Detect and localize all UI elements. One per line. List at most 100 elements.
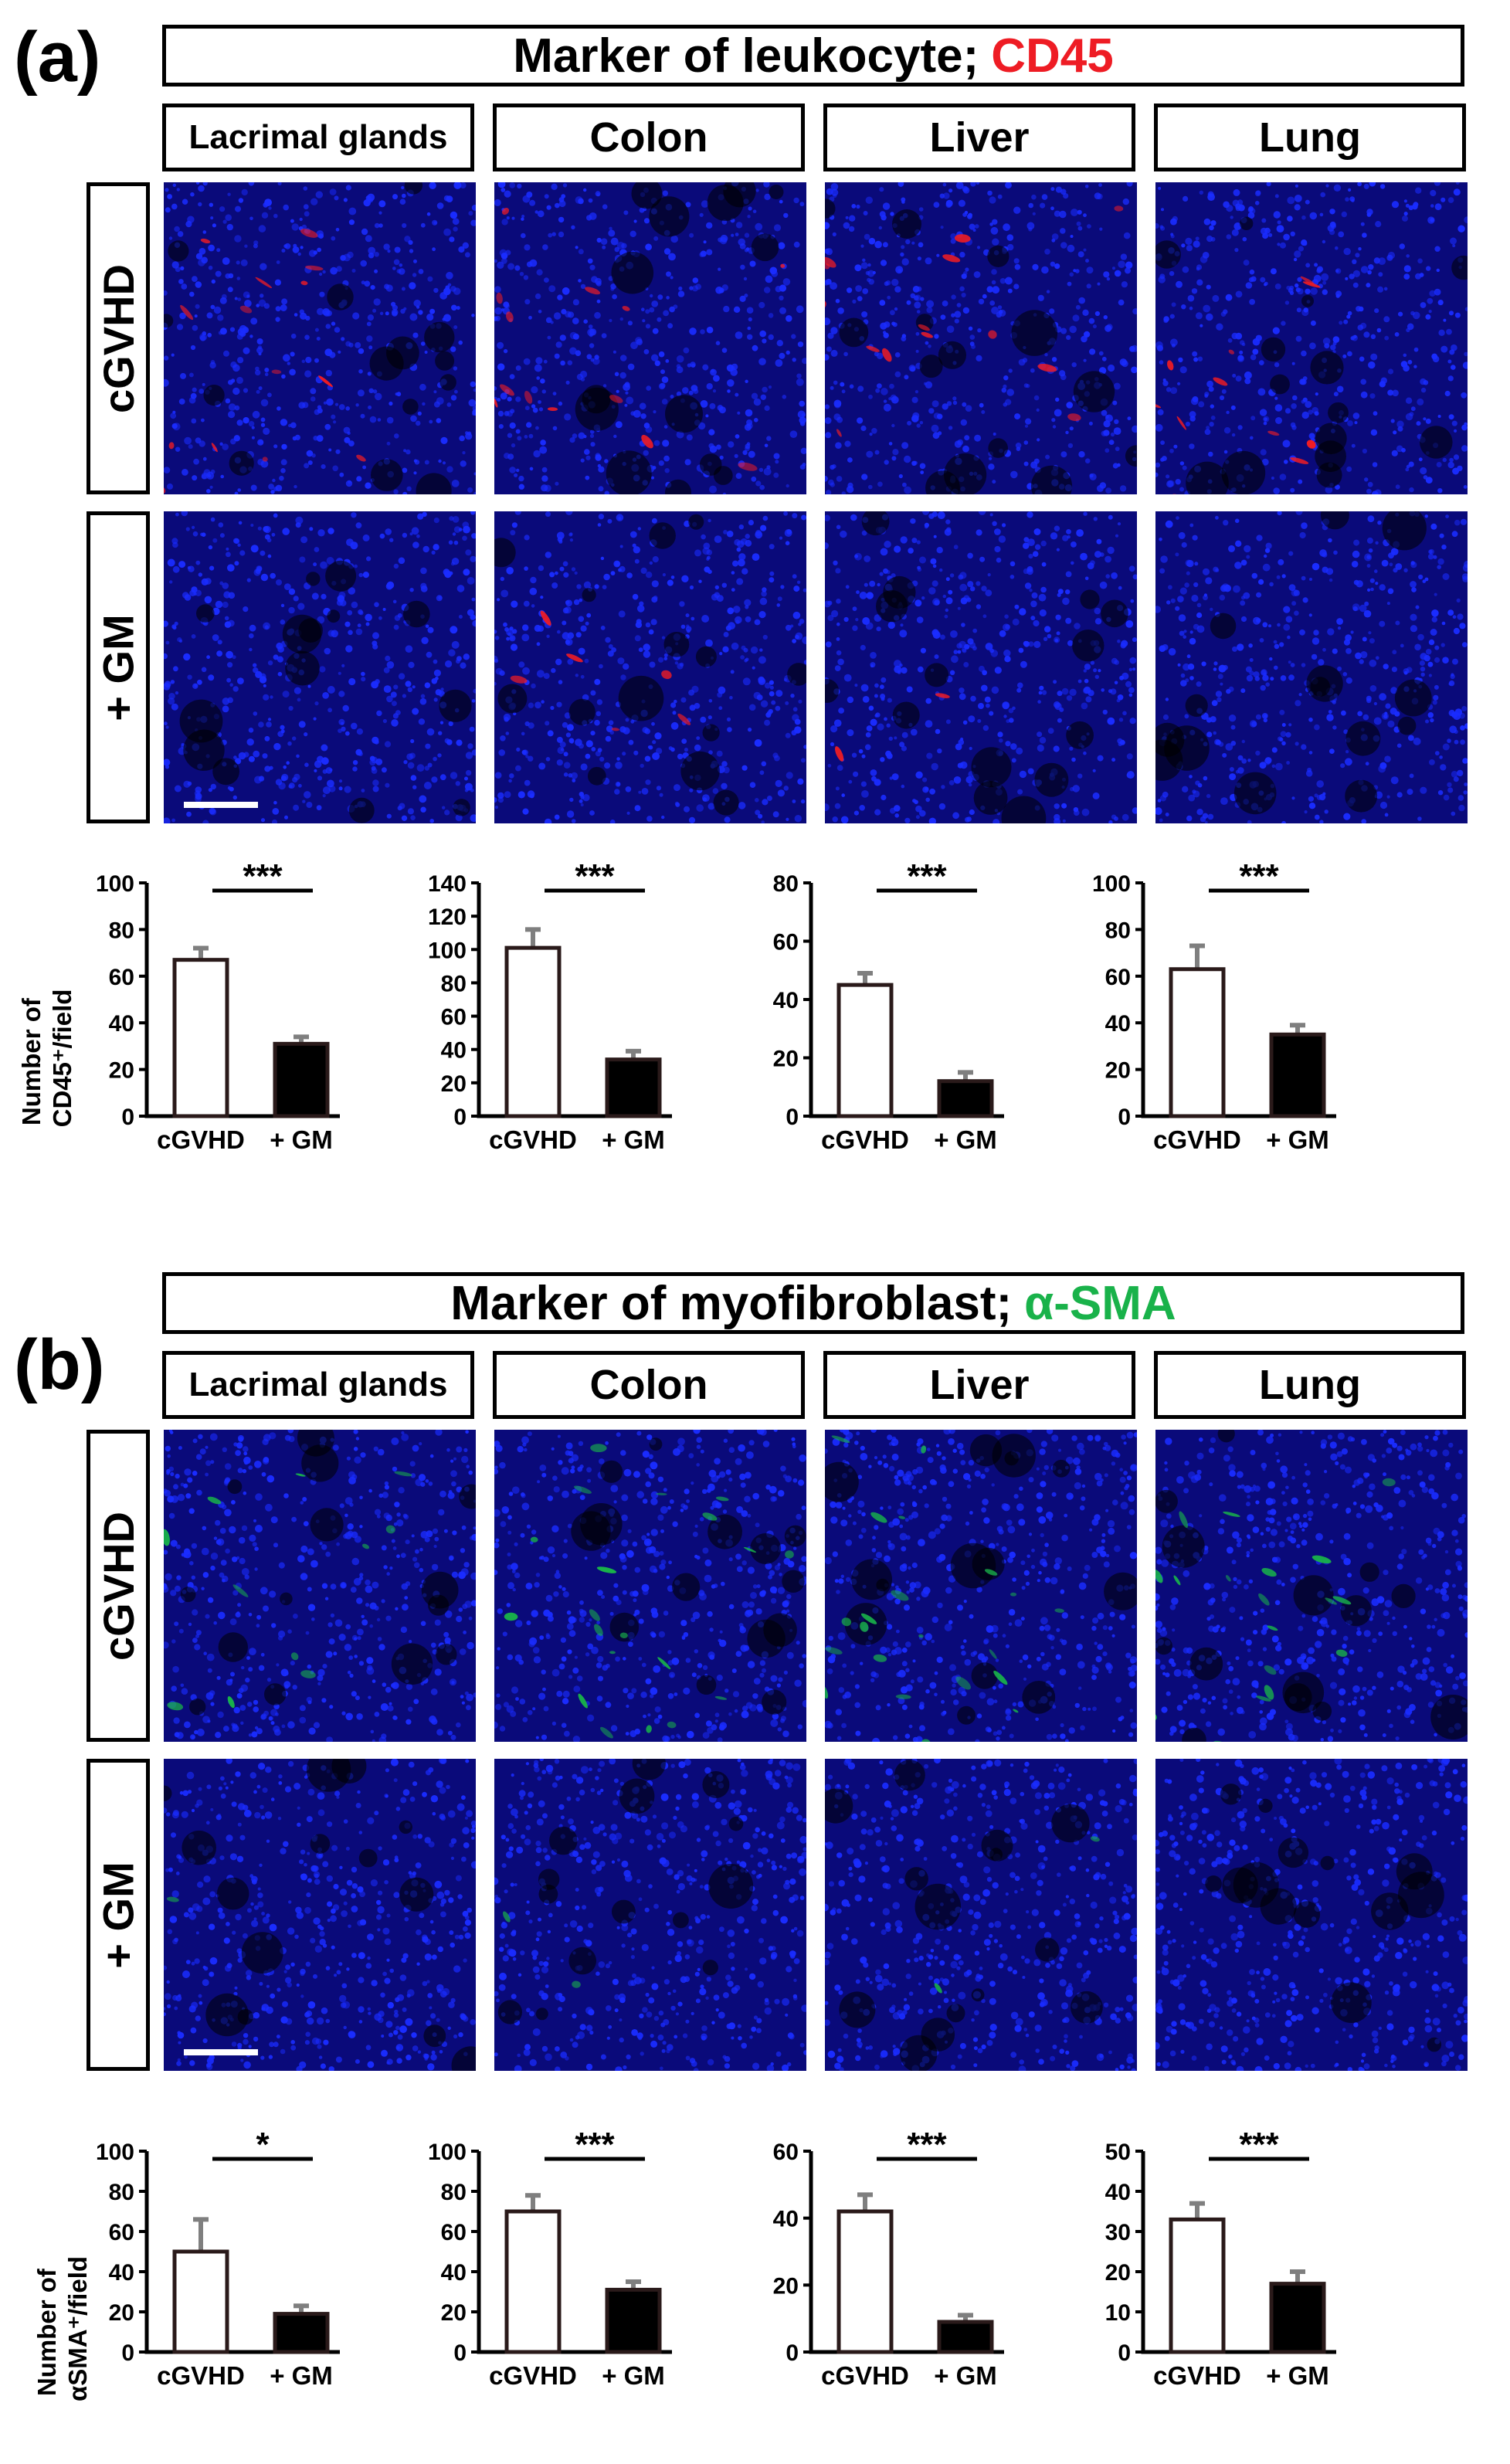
marker-title: Marker of leukocyte; bbox=[513, 29, 979, 83]
y-tick-label: 100 bbox=[96, 2140, 134, 2165]
micrograph-texture bbox=[494, 1430, 806, 1742]
micrograph-lung-gm bbox=[1155, 1759, 1468, 2071]
x-tick-label: + GM bbox=[934, 2361, 997, 2390]
y-tick-label: 80 bbox=[109, 2180, 134, 2205]
x-tick-label: + GM bbox=[1266, 1125, 1329, 1154]
bar-gm bbox=[1271, 1034, 1324, 1116]
micrograph-colon-cgvhd bbox=[494, 1430, 806, 1742]
y-tick-label: 0 bbox=[121, 2340, 134, 2366]
y-tick-label: 60 bbox=[441, 2220, 467, 2245]
x-tick-label: + GM bbox=[602, 1125, 665, 1154]
y-tick-label: 60 bbox=[773, 930, 799, 955]
y-tick-label: 60 bbox=[773, 2140, 799, 2165]
y-tick-label: 20 bbox=[109, 1058, 134, 1084]
y-tick-label: 20 bbox=[1105, 1058, 1131, 1084]
y-tick-label: 50 bbox=[1105, 2140, 1131, 2165]
x-tick-label: cGVHD bbox=[489, 1125, 577, 1154]
x-tick-label: cGVHD bbox=[821, 2361, 909, 2390]
x-tick-label: cGVHD bbox=[489, 2361, 577, 2390]
micrograph-texture bbox=[1155, 1430, 1468, 1742]
bar-cgvhd bbox=[507, 2211, 559, 2352]
y-tick-label: 30 bbox=[1105, 2220, 1131, 2245]
x-tick-label: cGVHD bbox=[157, 2361, 245, 2390]
y-tick-label: 60 bbox=[1105, 965, 1131, 990]
row-label-cgvhd: cGVHD bbox=[87, 1430, 150, 1742]
micrograph-lacrimal-cgvhd bbox=[164, 1430, 476, 1742]
row-label-cgvhd: cGVHD bbox=[87, 182, 150, 494]
y-tick-label: 40 bbox=[441, 1038, 467, 1064]
tissue-header-lacrimal: Lacrimal glands bbox=[162, 1351, 474, 1419]
significance-label: *** bbox=[575, 857, 615, 895]
y-axis-label: Number of αSMA⁺/field bbox=[32, 2256, 92, 2401]
marker-title: Marker of myofibroblast; bbox=[450, 1276, 1012, 1331]
y-tick-label: 40 bbox=[441, 2260, 467, 2286]
panel-label: (a) bbox=[14, 17, 100, 98]
y-tick-label: 120 bbox=[428, 904, 467, 930]
micrograph-liver-cgvhd bbox=[825, 1430, 1137, 1742]
y-tick-label: 80 bbox=[441, 971, 467, 996]
bar-cgvhd bbox=[175, 2252, 227, 2352]
y-tick-label: 40 bbox=[773, 2207, 799, 2232]
tissue-header-liver: Liver bbox=[823, 1351, 1135, 1419]
x-tick-label: cGVHD bbox=[1153, 2361, 1241, 2390]
bar-cgvhd bbox=[839, 2211, 891, 2352]
y-tick-label: 20 bbox=[773, 1047, 799, 1072]
marker-name: α-SMA bbox=[1024, 1276, 1176, 1331]
micrograph-lung-gm bbox=[1155, 511, 1468, 823]
micrograph-liver-gm bbox=[825, 1759, 1137, 2071]
y-tick-label: 0 bbox=[786, 1105, 799, 1130]
significance-label: *** bbox=[1239, 2126, 1279, 2164]
bar-gm bbox=[939, 1081, 992, 1116]
tissue-header-lung: Lung bbox=[1154, 1351, 1466, 1419]
micrograph-texture bbox=[1155, 182, 1468, 494]
significance-label: *** bbox=[907, 2126, 947, 2164]
x-tick-label: + GM bbox=[1266, 2361, 1329, 2390]
micrograph-texture bbox=[1155, 1759, 1468, 2071]
y-tick-label: 0 bbox=[453, 1105, 467, 1130]
micrograph-colon-gm bbox=[494, 511, 806, 823]
y-tick-label: 40 bbox=[109, 1011, 134, 1037]
y-tick-label: 0 bbox=[1118, 1105, 1131, 1130]
significance-label: *** bbox=[243, 857, 283, 895]
tissue-header-colon: Colon bbox=[493, 1351, 805, 1419]
y-tick-label: 0 bbox=[121, 1105, 134, 1130]
y-tick-label: 0 bbox=[453, 2340, 467, 2366]
micrograph-texture bbox=[825, 1759, 1137, 2071]
marker-header: Marker of myofibroblast; α-SMA bbox=[162, 1272, 1464, 1334]
y-tick-label: 20 bbox=[441, 2300, 467, 2326]
bar-charts-a: Number of CD45⁺/field 020406080100cGVHD+… bbox=[0, 850, 1510, 1190]
y-tick-label: 40 bbox=[1105, 1011, 1131, 1037]
bar-gm bbox=[1271, 2284, 1324, 2352]
x-tick-label: cGVHD bbox=[157, 1125, 245, 1154]
row-label-gm: + GM bbox=[87, 511, 150, 823]
micrograph-texture bbox=[164, 182, 476, 494]
y-tick-label: 80 bbox=[109, 918, 134, 943]
micrograph-lacrimal-gm bbox=[164, 511, 476, 823]
micrograph-texture bbox=[825, 1430, 1137, 1742]
y-tick-label: 80 bbox=[773, 871, 799, 897]
significance-label: *** bbox=[1239, 857, 1279, 895]
micrograph-colon-cgvhd bbox=[494, 182, 806, 494]
bar-gm bbox=[275, 2314, 327, 2352]
y-tick-label: 40 bbox=[109, 2260, 134, 2286]
bar-cgvhd bbox=[507, 948, 559, 1116]
x-tick-label: + GM bbox=[270, 2361, 333, 2390]
y-tick-label: 40 bbox=[773, 988, 799, 1013]
row-label-text: + GM bbox=[93, 1862, 144, 1968]
bar-gm bbox=[607, 1060, 660, 1116]
y-tick-label: 60 bbox=[109, 965, 134, 990]
tissue-header-lacrimal: Lacrimal glands bbox=[162, 104, 474, 171]
bar-gm bbox=[275, 1044, 327, 1116]
tissue-header-colon: Colon bbox=[493, 104, 805, 171]
bar-cgvhd bbox=[1171, 969, 1223, 1116]
micrograph-lacrimal-gm bbox=[164, 1759, 476, 2071]
bar-gm bbox=[607, 2289, 660, 2352]
row-label-text: + GM bbox=[93, 614, 144, 721]
y-tick-label: 10 bbox=[1105, 2300, 1131, 2326]
y-tick-label: 0 bbox=[1118, 2340, 1131, 2366]
micrograph-texture bbox=[825, 511, 1137, 823]
